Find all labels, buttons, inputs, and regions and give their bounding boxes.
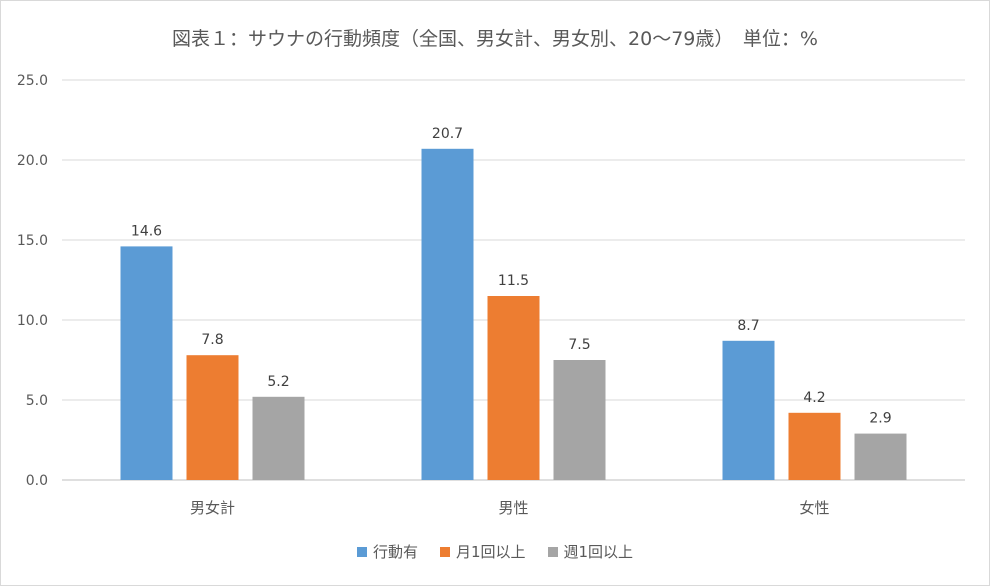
legend-label: 行動有 xyxy=(372,543,418,561)
bar xyxy=(252,396,305,480)
data-label: 8.7 xyxy=(737,318,759,334)
x-category-label: 女性 xyxy=(799,499,829,517)
y-tick-label: 0.0 xyxy=(26,473,48,489)
data-label: 7.5 xyxy=(568,337,590,353)
data-label: 20.7 xyxy=(432,126,463,142)
legend-item: 行動有 xyxy=(356,541,418,562)
legend-label: 月1回以上 xyxy=(455,543,526,561)
legend-swatch xyxy=(356,546,367,557)
legend-label: 週1回以上 xyxy=(563,543,634,561)
legend-item: 月1回以上 xyxy=(439,541,526,562)
bar xyxy=(553,360,606,480)
y-tick-label: 25.0 xyxy=(17,73,48,89)
bar xyxy=(186,355,239,480)
bar xyxy=(854,433,907,480)
legend-swatch xyxy=(439,546,450,557)
bar xyxy=(120,246,173,480)
data-label: 14.6 xyxy=(131,223,162,239)
data-label: 4.2 xyxy=(803,390,825,406)
data-label: 11.5 xyxy=(498,273,529,289)
bar xyxy=(487,296,540,480)
y-tick-label: 20.0 xyxy=(17,153,48,169)
legend-swatch xyxy=(547,546,558,557)
bar xyxy=(788,412,841,480)
chart-legend: 行動有 月1回以上 週1回以上 xyxy=(0,541,990,562)
bar xyxy=(421,148,474,481)
y-tick-label: 15.0 xyxy=(17,233,48,249)
data-label: 2.9 xyxy=(869,411,891,427)
data-label: 5.2 xyxy=(267,374,289,390)
legend-item: 週1回以上 xyxy=(547,541,634,562)
x-category-label: 男女計 xyxy=(190,499,235,517)
y-tick-label: 5.0 xyxy=(26,393,48,409)
bar xyxy=(722,340,775,480)
data-label: 7.8 xyxy=(201,332,223,348)
chart-title: 図表１：サウナの行動頻度（全国、男女計、男女別、20～79歳） 単位：% xyxy=(172,28,818,50)
x-category-label: 男性 xyxy=(498,499,528,517)
y-tick-label: 10.0 xyxy=(17,313,48,329)
